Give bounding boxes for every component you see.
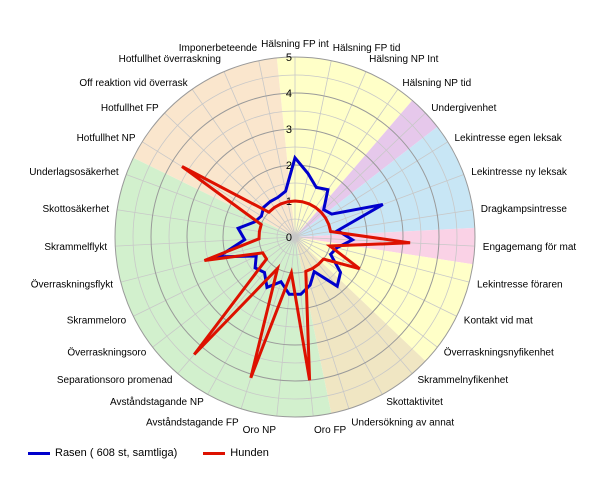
- background-sector: [276, 57, 413, 238]
- radar-gridline: [276, 218, 314, 256]
- category-label: Hälsning FP tid: [333, 43, 401, 54]
- radial-tick-label: 2: [286, 160, 292, 172]
- category-label: Undergivenhet: [431, 103, 496, 114]
- radar-gridline: [168, 110, 422, 364]
- category-label: Skrammelnyfikenhet: [418, 375, 509, 386]
- category-label: Imponerbeteende: [179, 43, 258, 54]
- background-sector: [295, 227, 475, 265]
- legend-swatch-hunden: [203, 451, 226, 455]
- category-label: Oro NP: [243, 425, 277, 436]
- category-label: Off reaktion vid överrask: [79, 78, 188, 89]
- legend-label-rasen: Rasen ( 608 st, samtliga): [55, 447, 178, 459]
- legend-label-hunden: Hunden: [230, 447, 269, 459]
- category-label: Hotfullhet NP: [77, 133, 136, 144]
- legend-item-hunden: Hunden: [203, 447, 269, 459]
- category-label: Lekintresse egen leksak: [455, 133, 563, 144]
- category-label: Överraskningsnyfikenhet: [444, 347, 554, 359]
- category-label: Skottosäkerhet: [42, 204, 109, 215]
- radar-gridline: [204, 146, 386, 328]
- category-label: Avståndstagande FP: [146, 416, 239, 428]
- legend-item-rasen: Rasen ( 608 st, samtliga): [28, 447, 177, 459]
- background-sector: [115, 157, 332, 417]
- radar-gridline: [114, 56, 476, 418]
- radial-tick-label: 5: [286, 52, 292, 64]
- radial-tick-label: 0: [286, 232, 292, 244]
- category-label: Lekintresse föraren: [477, 280, 563, 291]
- category-label: Hotfullhet FP: [101, 103, 159, 114]
- category-label: Engagemang för mat: [483, 242, 577, 253]
- category-label: Hotfullhet överraskning: [119, 54, 221, 65]
- category-label: Avståndstagande NP: [110, 396, 204, 408]
- category-label: Skrammeloro: [67, 315, 127, 326]
- legend: Rasen ( 608 st, samtliga) Hunden: [28, 444, 295, 462]
- category-label: Hälsning NP tid: [402, 78, 471, 89]
- category-label: Överraskningsflykt: [31, 279, 113, 291]
- category-label: Lekintresse ny leksak: [471, 167, 568, 178]
- category-label: Hälsning FP int: [261, 39, 329, 50]
- category-label: Separationsoro promenad: [57, 375, 173, 386]
- category-label: Överraskningsoro: [67, 347, 146, 359]
- category-label: Oro FP: [314, 425, 347, 436]
- radial-tick-label: 3: [286, 124, 292, 136]
- radar-gridline: [132, 74, 458, 400]
- category-label: Kontakt vid mat: [464, 315, 533, 326]
- radar-gridline: [186, 128, 404, 346]
- category-label: Underlagsosäkerhet: [29, 167, 119, 178]
- category-label: Dragkampsintresse: [481, 204, 568, 215]
- category-label: Hälsning NP Int: [369, 54, 439, 65]
- category-label: Skottaktivitet: [386, 397, 443, 408]
- background-sector: [133, 57, 295, 237]
- category-label: Skrammelflykt: [44, 242, 107, 253]
- series-line-hunden: [181, 165, 411, 381]
- radial-tick-label: 4: [286, 88, 292, 100]
- radar-gridline: [150, 92, 440, 382]
- legend-swatch-rasen: [28, 451, 50, 455]
- category-label: Undersökning av annat: [351, 417, 454, 428]
